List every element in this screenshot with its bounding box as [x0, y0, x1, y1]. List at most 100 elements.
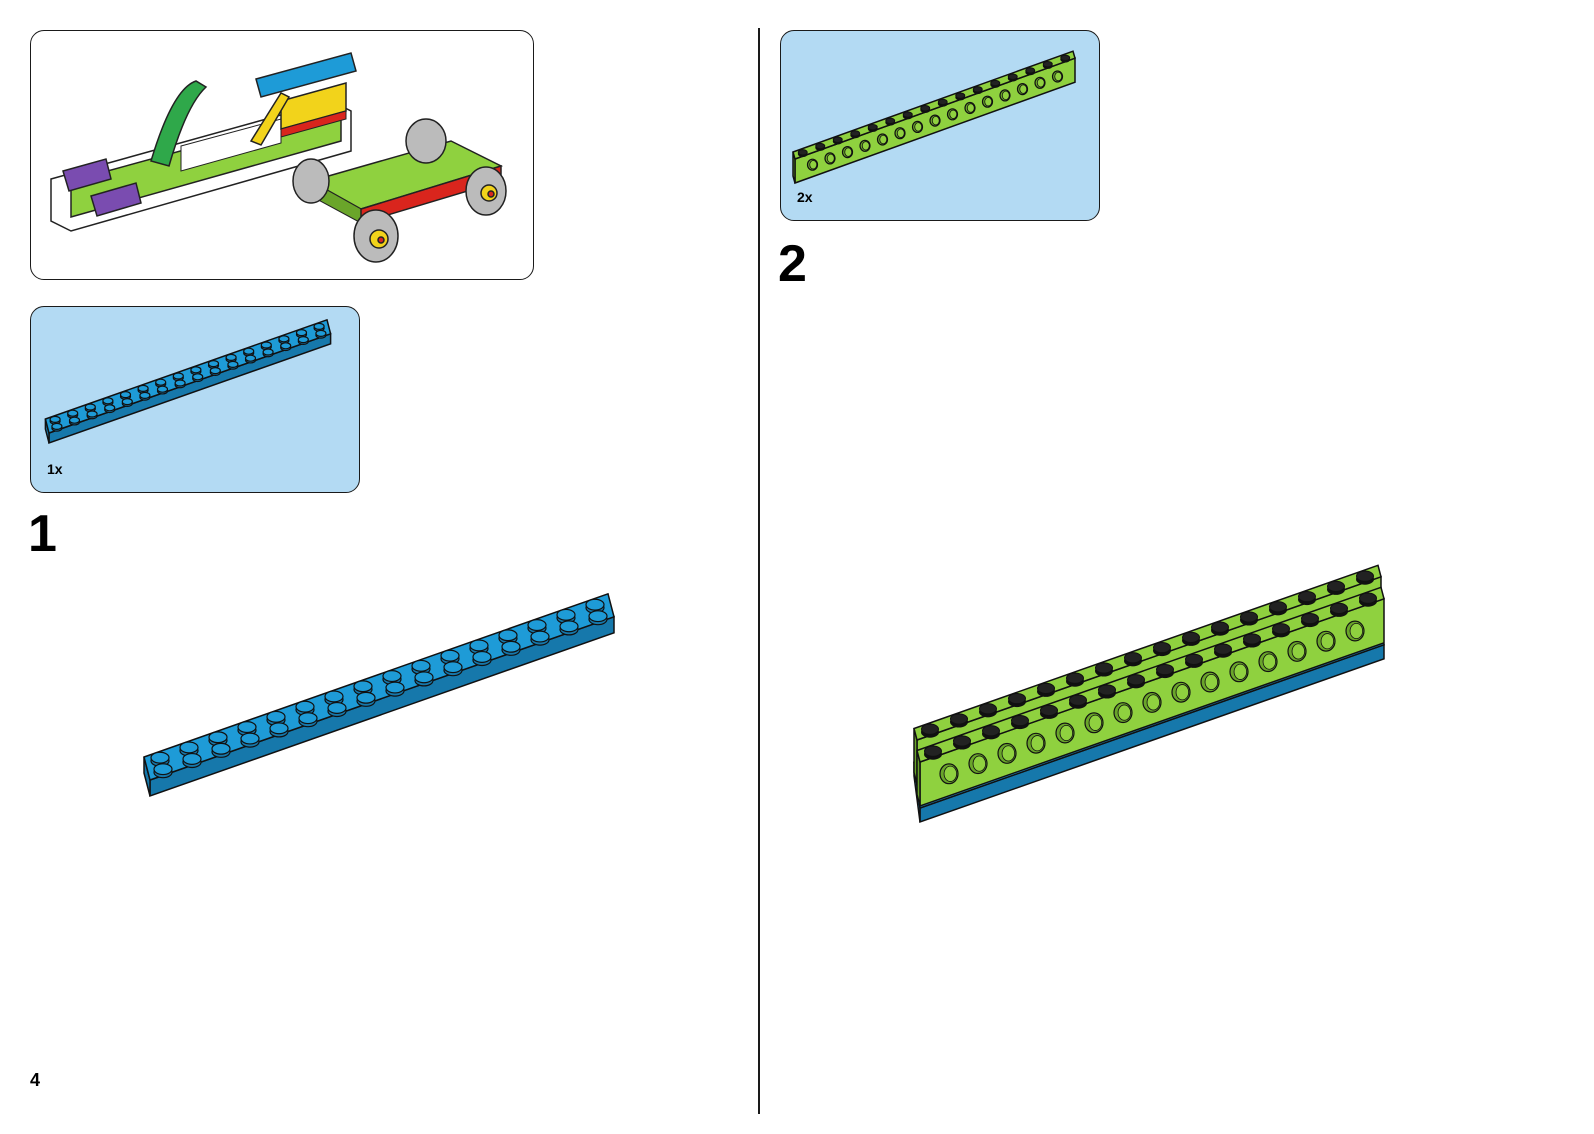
technic-hole	[968, 753, 988, 775]
stud	[1327, 580, 1345, 595]
stud	[153, 763, 173, 779]
stud	[972, 86, 983, 95]
stud	[902, 111, 913, 120]
stud	[1272, 623, 1290, 638]
stud	[244, 354, 257, 364]
part-quantity-label: 2x	[797, 189, 813, 205]
stud	[1124, 652, 1142, 667]
stud	[1243, 633, 1261, 648]
stud	[414, 671, 434, 687]
technic-hole	[1316, 630, 1336, 652]
stud	[260, 341, 272, 351]
stud	[832, 136, 843, 145]
technic-hole	[964, 101, 976, 115]
stud	[990, 79, 1001, 88]
stud	[850, 130, 861, 139]
stud	[68, 416, 81, 426]
technic-hole	[876, 133, 889, 146]
stud	[1042, 60, 1053, 69]
step-1-assembly-image	[143, 592, 615, 798]
stud	[1025, 67, 1036, 76]
technic-hole	[1055, 722, 1075, 744]
technic-hole	[911, 120, 924, 134]
stud	[262, 348, 274, 358]
technic-hole	[1113, 702, 1133, 724]
stud	[559, 620, 579, 636]
stud	[921, 723, 939, 738]
technic-hole	[946, 108, 959, 121]
stud	[1153, 641, 1171, 657]
stud	[1359, 592, 1377, 607]
stud	[885, 117, 896, 126]
stud	[207, 359, 220, 369]
stud	[498, 629, 518, 645]
technic-hole	[1026, 732, 1046, 754]
stud	[867, 123, 878, 132]
stud	[950, 713, 968, 728]
stud	[137, 384, 149, 394]
green-technic-brick-part-image	[792, 50, 1076, 185]
stud	[182, 752, 202, 769]
stud	[49, 415, 61, 425]
stud	[104, 404, 116, 414]
stud	[469, 639, 489, 655]
stud	[298, 712, 318, 728]
stud	[278, 335, 290, 345]
stud	[1069, 694, 1087, 709]
step-number-2: 2	[778, 235, 807, 293]
technic-hole	[939, 763, 959, 785]
stud	[1214, 643, 1232, 658]
stud	[155, 378, 167, 388]
blue-plate-part-image	[44, 318, 332, 445]
stud	[443, 661, 463, 677]
stud	[1098, 684, 1116, 699]
technic-hole	[1345, 620, 1365, 642]
parts-callout-step-1: 1x	[30, 306, 360, 493]
technic-hole	[981, 95, 994, 108]
technic-hole	[824, 152, 836, 165]
stud	[51, 422, 63, 432]
stud	[192, 373, 204, 383]
stud	[139, 391, 151, 401]
technic-hole	[806, 158, 819, 171]
part-quantity-label: 1x	[47, 461, 63, 477]
stud	[924, 745, 942, 760]
stud	[1008, 692, 1026, 708]
stud	[119, 390, 132, 400]
stud	[1095, 662, 1113, 677]
stud	[1127, 674, 1145, 689]
technic-hole	[1051, 70, 1064, 83]
technic-hole	[1258, 651, 1278, 673]
stud	[979, 703, 997, 718]
stud	[1007, 73, 1018, 82]
stud	[227, 360, 239, 370]
stud	[982, 725, 1000, 740]
stud	[955, 92, 966, 101]
stud	[356, 691, 376, 707]
stud	[1182, 631, 1200, 646]
stud	[1037, 682, 1055, 697]
step-2-assembly-image	[913, 564, 1385, 824]
stud	[280, 342, 292, 352]
technic-hole	[999, 89, 1011, 102]
stud	[501, 640, 521, 656]
stud	[472, 650, 492, 667]
stud	[172, 372, 184, 382]
stud	[1240, 611, 1258, 626]
technic-hole	[929, 114, 941, 127]
stud	[269, 722, 289, 738]
stud	[327, 701, 347, 718]
technic-hole	[1287, 640, 1307, 662]
stud	[920, 105, 931, 114]
stud	[440, 649, 460, 665]
stud	[174, 379, 186, 389]
stud	[156, 385, 169, 395]
stud	[86, 410, 98, 420]
stud	[1060, 54, 1071, 63]
page-divider	[758, 28, 760, 1114]
step-number-1: 1	[28, 505, 57, 563]
stud	[953, 735, 971, 750]
stud	[588, 610, 608, 626]
stud	[240, 732, 260, 748]
model-preview-panel	[30, 30, 534, 280]
